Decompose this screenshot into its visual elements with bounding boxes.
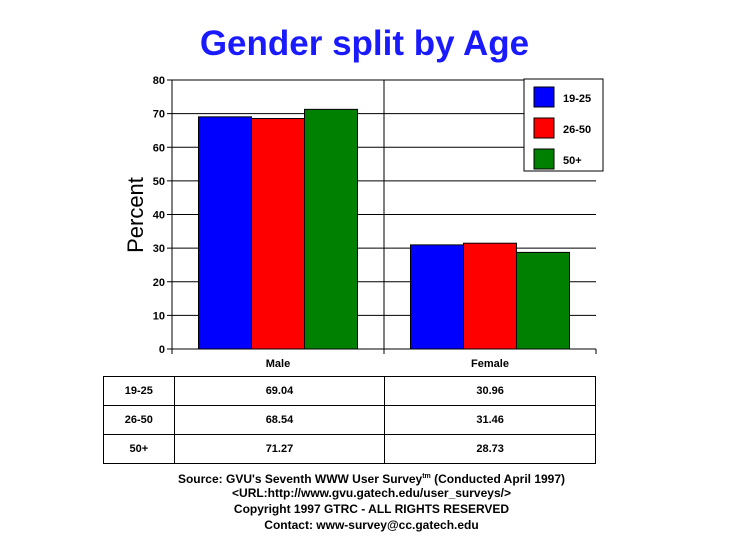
source-url[interactable]: <URL:http://www.gvu.gatech.edu/user_surv…	[232, 486, 511, 500]
y-tick-label: 60	[153, 142, 165, 154]
legend-swatch	[533, 117, 555, 139]
table-cell: 30.96	[384, 376, 596, 406]
table-row: 26-50 68.54 31.46	[103, 405, 596, 435]
source-line: Source: GVU's Seventh WWW User Surveytm …	[0, 472, 729, 486]
legend-label: 50+	[563, 155, 582, 167]
legend-swatch	[533, 86, 555, 108]
y-tick-label: 30	[153, 243, 165, 255]
bar-26-50-Female	[463, 242, 517, 350]
table-cell: 28.73	[384, 434, 596, 464]
table-cell: 68.54	[173, 405, 386, 435]
table-row-label: 26-50	[103, 405, 175, 435]
bar-19-25-Female	[410, 244, 464, 350]
copyright-line: Copyright 1997 GTRC - ALL RIGHTS RESERVE…	[233, 502, 510, 516]
x-tick-label: Female	[471, 358, 509, 370]
source-suffix: (Conducted April 1997)	[430, 472, 566, 486]
y-tick-label: 40	[153, 210, 165, 222]
legend-label: 26-50	[563, 124, 591, 136]
y-tick-label: 10	[153, 310, 165, 322]
y-tick-label: 0	[159, 344, 165, 356]
y-tick-label: 70	[153, 109, 165, 121]
y-tick-label: 50	[153, 176, 165, 188]
bar-26-50-Male	[251, 118, 305, 350]
contact-line[interactable]: Contact: www-survey@cc.gatech.edu	[264, 518, 479, 532]
table-row-label: 19-25	[103, 376, 175, 406]
bars	[198, 108, 570, 350]
source-prefix: Source: GVU's Seventh WWW User Survey	[177, 472, 423, 486]
table-row: 19-25 69.04 30.96	[103, 376, 596, 406]
table-row-label: 50+	[103, 434, 175, 464]
y-tick-label: 20	[153, 277, 165, 289]
x-tick-label: Male	[266, 358, 290, 370]
legend: 19-25 26-50 50+	[523, 78, 604, 172]
trademark-sup: tm	[422, 473, 431, 480]
y-axis-label: Percent	[123, 177, 148, 253]
bar-50+-Male	[304, 108, 358, 350]
table-cell: 71.27	[173, 434, 386, 464]
table-cell: 31.46	[384, 405, 596, 435]
axes: 0 10 20 30 40 50 60 70 80 Male Female	[153, 75, 597, 370]
bar-50+-Female	[516, 251, 570, 350]
table-cell: 69.04	[173, 376, 386, 406]
legend-label: 19-25	[563, 93, 591, 105]
bar-19-25-Male	[198, 116, 252, 350]
legend-swatch	[533, 148, 555, 170]
table-row: 50+ 71.27 28.73	[103, 434, 596, 464]
data-table: 19-25 69.04 30.96 26-50 68.54 31.46 50+ 71.27 28…	[103, 376, 596, 464]
chart-title: Gender split by Age	[199, 24, 530, 63]
y-tick-label: 80	[153, 75, 165, 87]
